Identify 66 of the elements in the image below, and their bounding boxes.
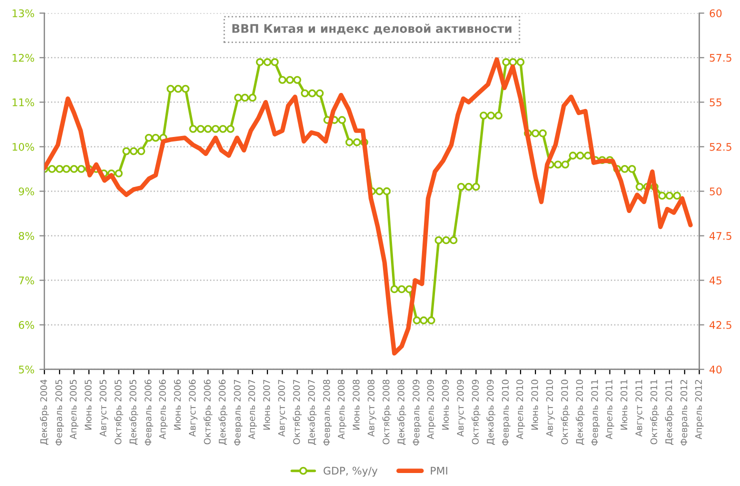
x-tick-label: Июнь 2007 bbox=[263, 380, 270, 430]
x-tick-label: Апрель 2007 bbox=[248, 380, 257, 440]
x-tick-label: Август 2006 bbox=[188, 380, 198, 437]
x-tick-label: Июнь 2008 bbox=[352, 380, 360, 430]
text: ВВП Китая и индекс деловой активности bbox=[232, 24, 512, 34]
y2-tick-label: 47.5 bbox=[710, 232, 732, 240]
x-tick-label: Август 2010 bbox=[546, 380, 555, 437]
x-tick-label: Август 2009 bbox=[456, 380, 466, 437]
x-tick-label: Декабрь 2005 bbox=[129, 380, 138, 445]
x-tick-label: Июнь 2010 bbox=[531, 380, 538, 430]
x-tick-label: Октябрь 2011 bbox=[650, 380, 659, 444]
y2-tick-label: 52.5 bbox=[710, 142, 732, 151]
x-tick-label: Декабрь 2007 bbox=[308, 380, 317, 445]
y-tick-label: 6% bbox=[18, 321, 34, 329]
y2-tick-label: 42.5 bbox=[710, 321, 732, 329]
x-tick-label: Февраль 2011 bbox=[591, 380, 600, 446]
y2-tick-label: 57.5 bbox=[710, 54, 732, 62]
x-tick-label: Февраль 2005 bbox=[55, 380, 64, 446]
x-tick-label: Февраль 2008 bbox=[323, 380, 332, 446]
x-tick-label: Декабрь 2010 bbox=[576, 380, 585, 445]
x-tick-label: Октябрь 2005 bbox=[114, 380, 124, 444]
y2-tick-label: 60 bbox=[710, 9, 722, 18]
y2-tick-label: 40 bbox=[710, 366, 722, 374]
y2-tick-label: 45 bbox=[710, 276, 722, 284]
x-tick-label: Декабрь 2008 bbox=[397, 380, 406, 445]
x-tick-label: Июнь 2009 bbox=[442, 380, 449, 430]
x-tick-label: Апрель 2008 bbox=[338, 380, 346, 440]
y-tick-label: 9% bbox=[18, 187, 34, 196]
x-tick-label: Февраль 2010 bbox=[502, 380, 510, 446]
x-tick-label: Июнь 2006 bbox=[174, 380, 181, 430]
y-tick-label: 13% bbox=[12, 9, 34, 18]
x-tick-label: Октябрь 2006 bbox=[204, 380, 212, 444]
y-tick-label: 7% bbox=[19, 276, 34, 284]
x-tick-label: Июнь 2011 bbox=[620, 380, 628, 430]
x-tick-label: Декабрь 2006 bbox=[218, 380, 228, 445]
y-tick-label: 8% bbox=[18, 232, 34, 240]
x-tick-label: Октябрь 2010 bbox=[560, 380, 570, 444]
x-tick-label: Август 2008 bbox=[368, 380, 376, 437]
x-tick-label: Апрель 2010 bbox=[516, 380, 525, 440]
x-tick-label: Август 2007 bbox=[278, 380, 287, 437]
x-tick-label: Август 2005 bbox=[100, 380, 108, 437]
x-tick-label: Апрель 2006 bbox=[159, 380, 168, 440]
x-tick-label: Апрель 2009 bbox=[427, 380, 436, 440]
x-tick-label: Февраль 2007 bbox=[234, 380, 242, 446]
x-tick-label: Июнь 2005 bbox=[84, 380, 92, 430]
x-tick-label: Апрель 2012 bbox=[695, 380, 704, 440]
x-tick-label: Февраль 2012 bbox=[680, 380, 689, 446]
y-tick-label: 11% bbox=[12, 98, 34, 106]
y-tick-label: 10% bbox=[12, 142, 34, 151]
y2-tick-label: 55 bbox=[710, 98, 722, 106]
x-tick-label: Декабрь 2011 bbox=[665, 380, 674, 445]
x-tick-label: Февраль 2006 bbox=[144, 380, 154, 446]
y-tick-label: 5% bbox=[18, 366, 34, 374]
legend-label: PMI bbox=[430, 466, 448, 474]
x-tick-label: Февраль 2009 bbox=[412, 380, 422, 446]
legend-label: GDP, %y/y bbox=[324, 466, 378, 477]
y2-tick-label: 50 bbox=[710, 187, 722, 196]
x-tick-label: Апрель 2005 bbox=[70, 380, 78, 440]
x-tick-label: Октябрь 2008 bbox=[382, 380, 392, 444]
x-tick-label: Август 2011 bbox=[635, 380, 644, 437]
x-tick-label: Декабрь 2009 bbox=[486, 380, 496, 445]
x-tick-label: Апрель 2011 bbox=[606, 380, 614, 440]
x-tick-label: Октябрь 2009 bbox=[472, 380, 480, 444]
y-tick-label: 12% bbox=[12, 54, 34, 62]
x-tick-label: Октябрь 2007 bbox=[292, 380, 302, 444]
x-tick-label: Декабрь 2004 bbox=[40, 380, 49, 445]
